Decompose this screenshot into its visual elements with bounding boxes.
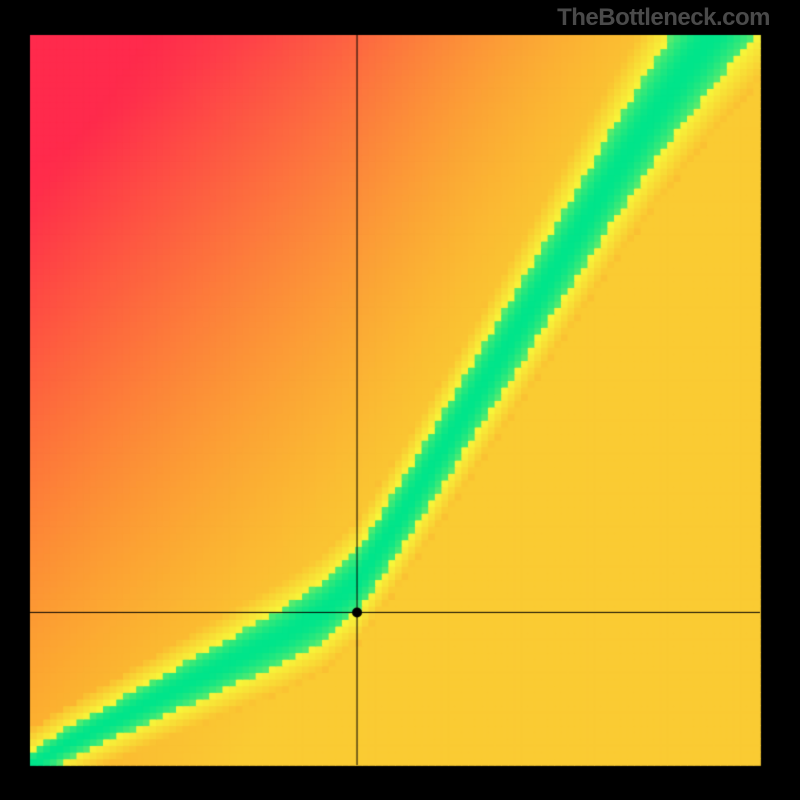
bottleneck-heatmap [0, 0, 800, 800]
watermark-text: TheBottleneck.com [557, 4, 770, 32]
